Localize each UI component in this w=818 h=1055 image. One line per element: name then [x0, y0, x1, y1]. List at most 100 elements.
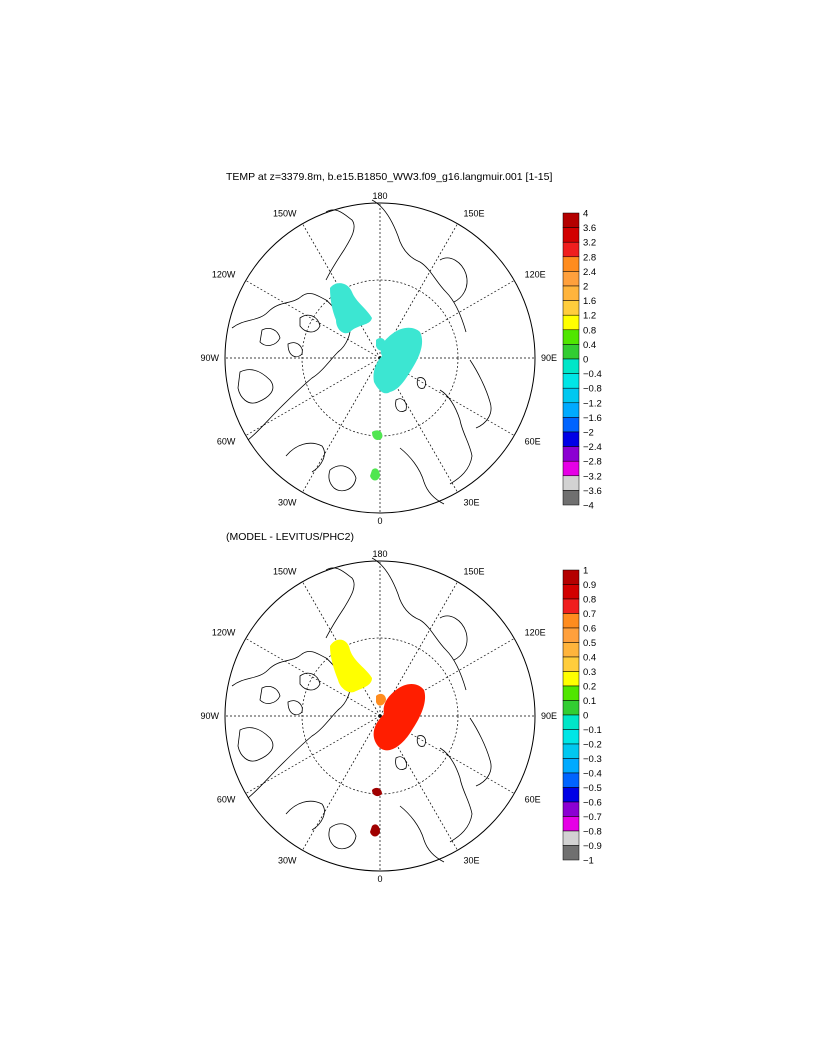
colorbar-label: −3.2 — [583, 471, 602, 482]
colorbar-box — [562, 271, 580, 287]
colorbar-label: −2 — [583, 428, 594, 439]
colorbar-label: −4 — [583, 501, 594, 512]
colorbar-box — [562, 387, 580, 404]
top-map-boundary — [224, 202, 536, 514]
colorbar-box — [562, 729, 580, 745]
colorbar-box — [562, 490, 580, 506]
longitude-label: 120W — [212, 628, 236, 638]
longitude-label: 60W — [217, 437, 236, 447]
longitude-label: 90E — [541, 711, 557, 721]
bottom-anomaly-region-main — [373, 684, 426, 751]
colorbar-box — [562, 212, 580, 228]
colorbar-label: 0.8 — [583, 595, 596, 606]
colorbar-box — [562, 700, 580, 716]
bottom-anomaly-region-small-a — [372, 787, 382, 797]
colorbar-label: 0 — [583, 711, 588, 722]
colorbar-label: −0.4 — [583, 369, 602, 380]
bottom-anomaly-region-canada — [330, 639, 372, 693]
colorbar-label: 3.2 — [583, 238, 596, 249]
meridian-line — [245, 280, 381, 359]
longitude-label: 180 — [372, 191, 387, 201]
colorbar-label: 3.6 — [583, 223, 596, 234]
colorbar-box — [562, 598, 580, 614]
top-panel-title: TEMP at z=3379.8m, b.e15.B1850_WW3.f09_g… — [226, 171, 553, 183]
top-anomaly-region-strip — [376, 338, 386, 351]
colorbar-label: 0.5 — [583, 638, 596, 649]
colorbar-label: 1.6 — [583, 296, 596, 307]
colorbar-box — [562, 714, 580, 730]
top-coastlines — [231, 199, 492, 505]
colorbar-box — [562, 845, 580, 861]
colorbar-box — [562, 656, 580, 672]
colorbar-box — [562, 402, 580, 418]
colorbar-label: 4 — [583, 209, 588, 220]
colorbar-label: −0.7 — [583, 812, 602, 823]
longitude-label: 150E — [464, 566, 485, 576]
top-anomaly-region-canada — [330, 283, 372, 334]
meridian-line — [245, 638, 381, 717]
bottom-map-boundary — [224, 560, 536, 872]
colorbar-label: −0.9 — [583, 841, 602, 852]
colorbar-box — [562, 743, 580, 759]
colorbar-box — [562, 358, 580, 374]
colorbar-box — [562, 642, 580, 658]
colorbar-label: −0.8 — [583, 827, 602, 838]
colorbar-box — [562, 758, 580, 774]
colorbar-label: 0.1 — [583, 696, 596, 707]
colorbar-label: −0.5 — [583, 783, 602, 794]
bottom-coastlines — [231, 557, 492, 863]
colorbar-box — [562, 816, 580, 832]
top-anomaly-region-main — [373, 327, 423, 394]
longitude-label: 30E — [464, 856, 480, 866]
colorbar-label: 0 — [583, 355, 588, 366]
longitude-label: 150E — [464, 208, 485, 218]
bottom-longitude-labels: 180 150E 120E 90E 60E 30E 0 30W 60W 90W 120W 150W — [200, 549, 557, 884]
colorbar-box — [562, 787, 580, 803]
longitude-label: 60E — [525, 795, 541, 805]
bottom-panel-title: (MODEL - LEVITUS/PHC2) — [226, 531, 354, 543]
meridian-line — [245, 715, 381, 794]
top-meridian-lines — [225, 203, 535, 513]
colorbar-box — [562, 285, 580, 301]
colorbar-box — [562, 671, 580, 687]
colorbar-label: −0.1 — [583, 725, 602, 736]
colorbar-label: 2 — [583, 282, 588, 293]
colorbar-box — [562, 373, 580, 389]
meridian-line — [302, 715, 381, 851]
colorbar-label: 0.4 — [583, 340, 596, 351]
colorbar-box — [562, 300, 580, 316]
bottom-anomaly-region-small-b — [370, 824, 380, 837]
colorbar-box — [562, 446, 580, 462]
colorbar-box — [562, 431, 580, 447]
colorbar-label: −0.3 — [583, 754, 602, 765]
longitude-label: 180 — [372, 549, 387, 559]
colorbar-label: −0.4 — [583, 769, 602, 780]
colorbar-box — [562, 314, 580, 331]
colorbar-label: 2.4 — [583, 267, 596, 278]
longitude-label: 90W — [200, 711, 219, 721]
colorbar-box — [562, 417, 580, 433]
colorbar-box — [562, 475, 580, 491]
colorbar-box — [562, 685, 580, 701]
top-anomaly-region-small-a — [372, 430, 383, 440]
colorbar-label: −2.8 — [583, 457, 602, 468]
colorbar-label: 0.4 — [583, 653, 596, 664]
colorbar-box — [562, 460, 580, 477]
colorbar-label: 0.3 — [583, 667, 596, 678]
colorbar-box — [562, 801, 580, 817]
colorbar-box — [562, 344, 580, 360]
top-longitude-labels: 180 150E 120E 90E 60E 30E 0 30W 60W 90W 120W 150W — [200, 191, 557, 526]
colorbar-box — [562, 227, 580, 243]
colorbar-label: 2.8 — [583, 252, 596, 263]
colorbar-label: −0.2 — [583, 740, 602, 751]
longitude-label: 0 — [377, 874, 382, 884]
colorbar-box — [562, 830, 580, 846]
longitude-label: 90W — [200, 353, 219, 363]
colorbar-label: −1.2 — [583, 398, 602, 409]
longitude-label: 120W — [212, 270, 236, 280]
colorbar-label: −0.6 — [583, 798, 602, 809]
colorbar-label: −2.4 — [583, 442, 602, 453]
longitude-label: 30W — [278, 856, 297, 866]
colorbar-box — [562, 256, 580, 272]
